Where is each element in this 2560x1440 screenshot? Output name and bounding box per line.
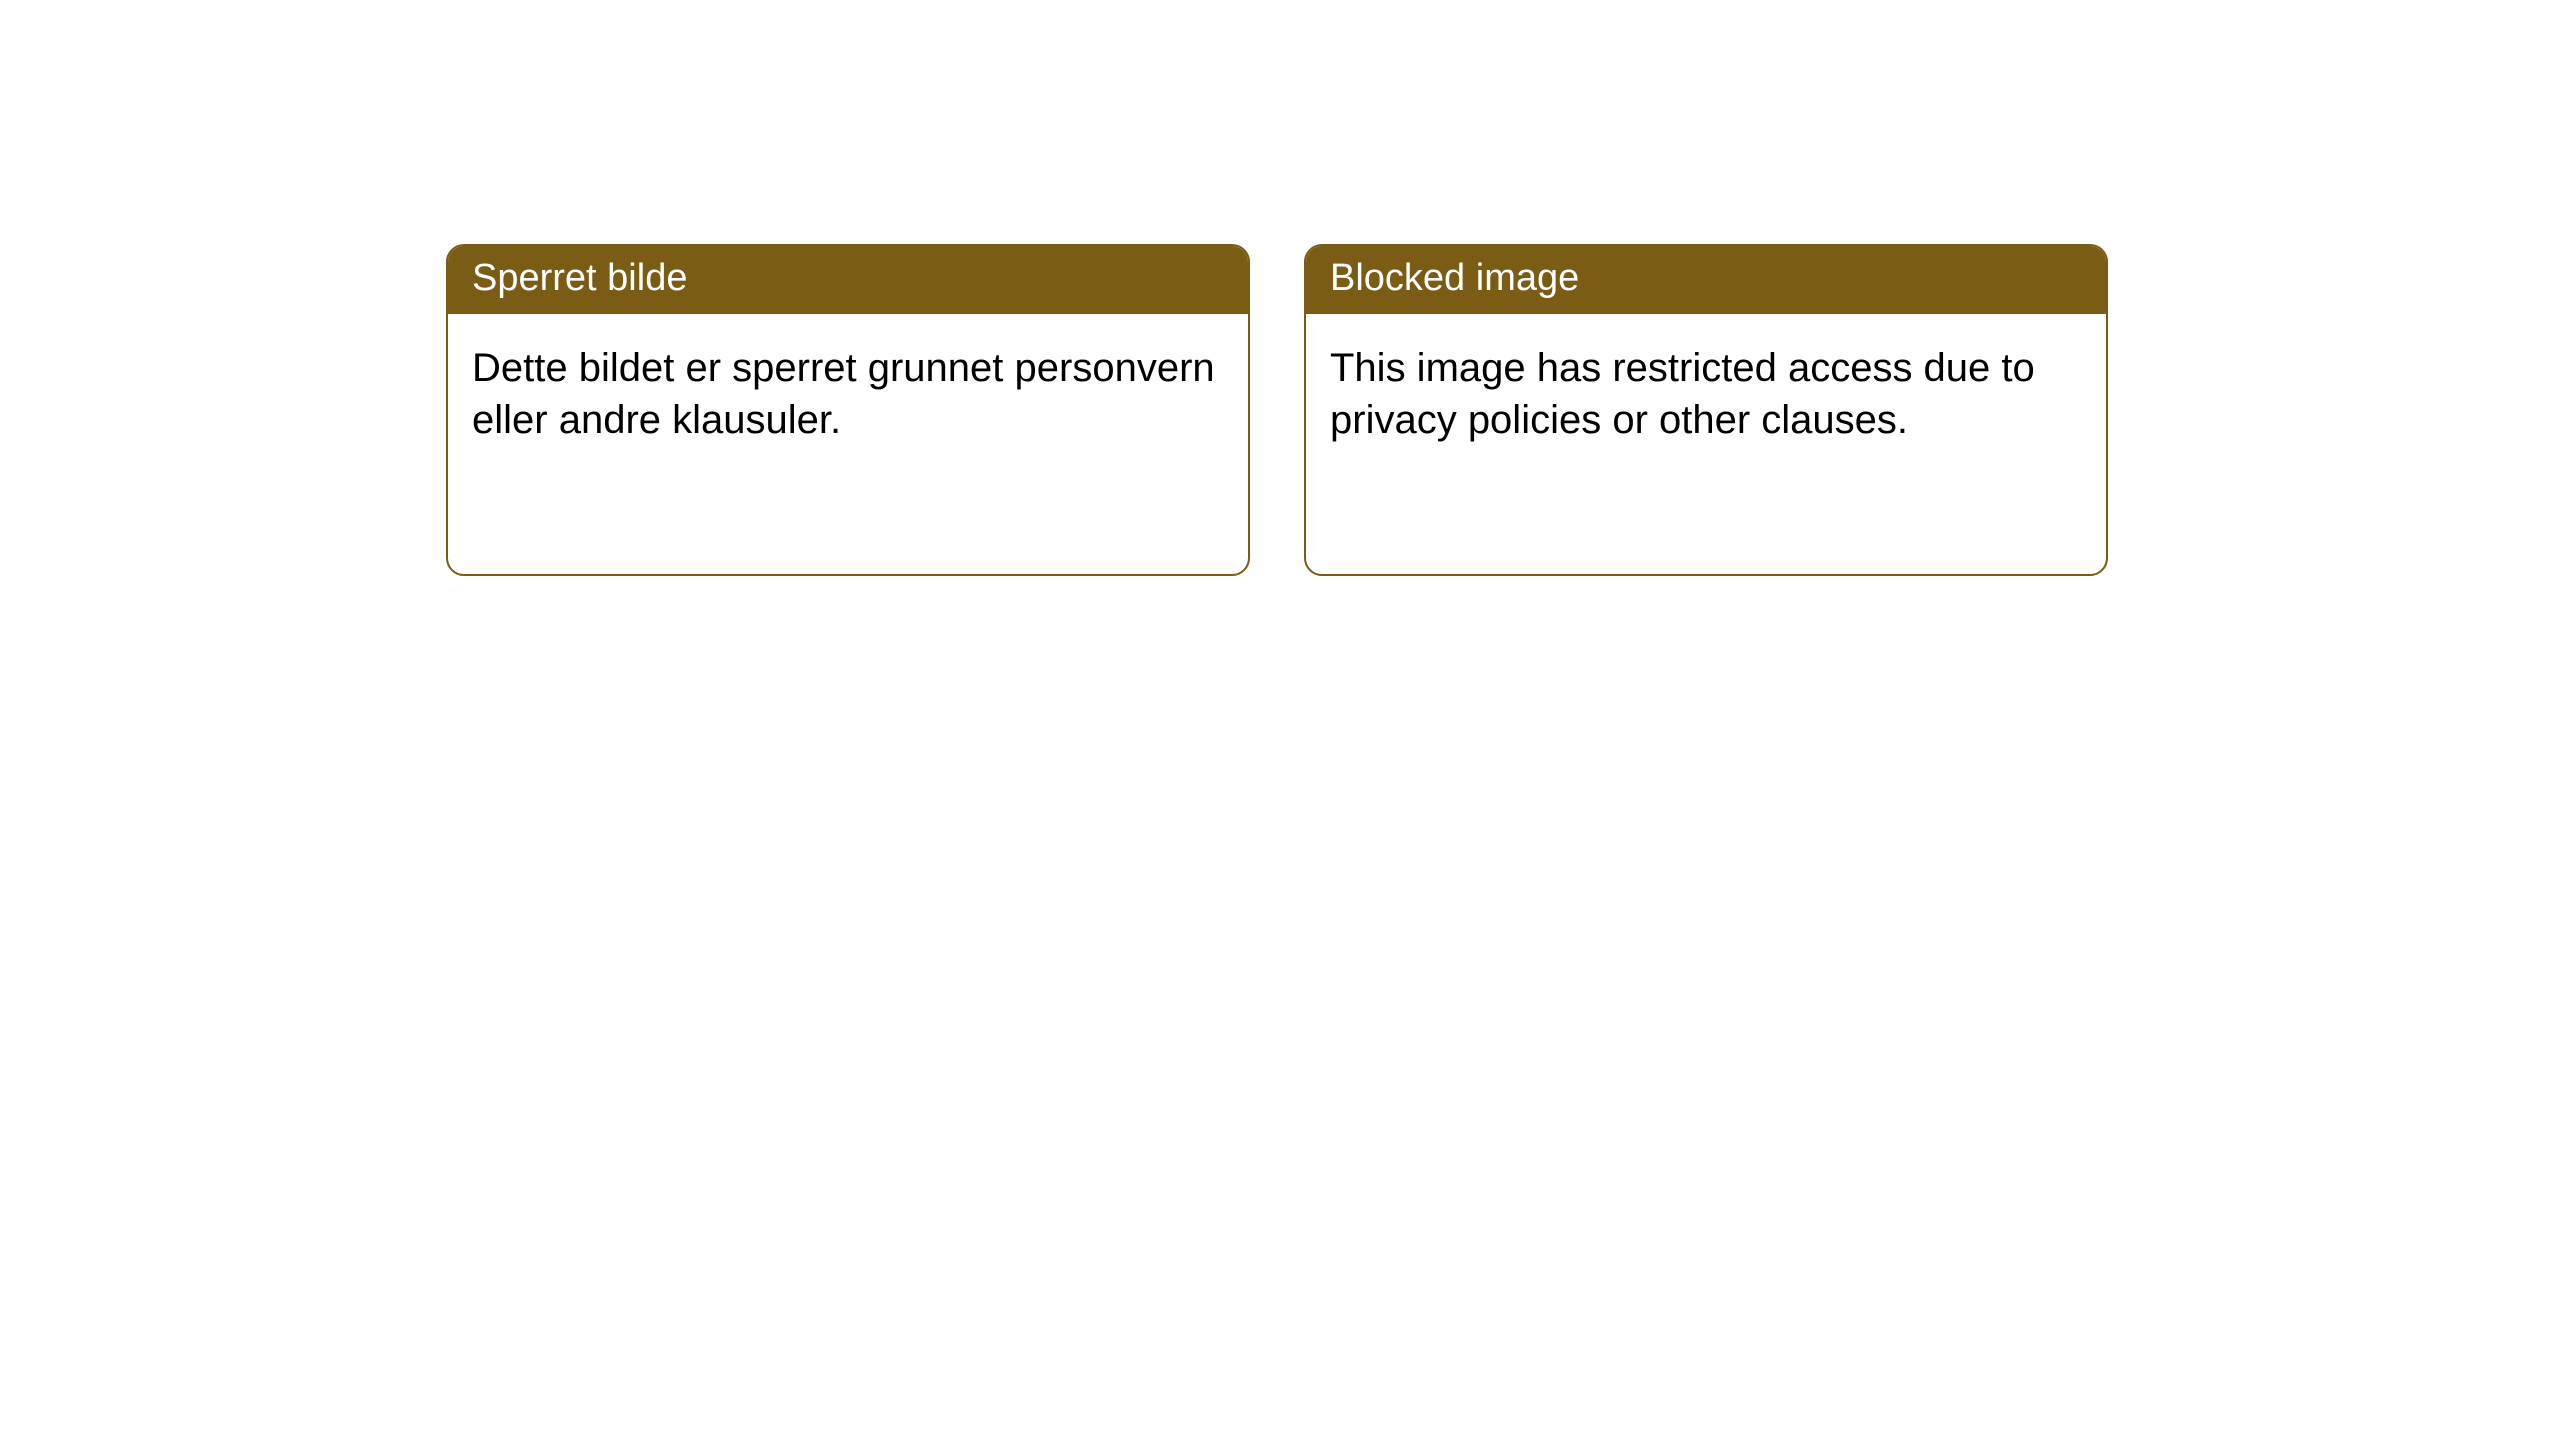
card-body-en: This image has restricted access due to … [1306, 314, 2106, 474]
card-title-en: Blocked image [1330, 257, 1579, 299]
card-title-no: Sperret bilde [472, 257, 687, 299]
card-message-en: This image has restricted access due to … [1330, 346, 2035, 442]
blocked-image-card-no: Sperret bilde Dette bildet er sperret gr… [446, 244, 1250, 576]
blocked-image-notice-container: Sperret bilde Dette bildet er sperret gr… [446, 244, 2108, 576]
card-body-no: Dette bildet er sperret grunnet personve… [448, 314, 1248, 474]
card-header-en: Blocked image [1306, 246, 2106, 314]
card-message-no: Dette bildet er sperret grunnet personve… [472, 346, 1215, 442]
card-header-no: Sperret bilde [448, 246, 1248, 314]
blocked-image-card-en: Blocked image This image has restricted … [1304, 244, 2108, 576]
